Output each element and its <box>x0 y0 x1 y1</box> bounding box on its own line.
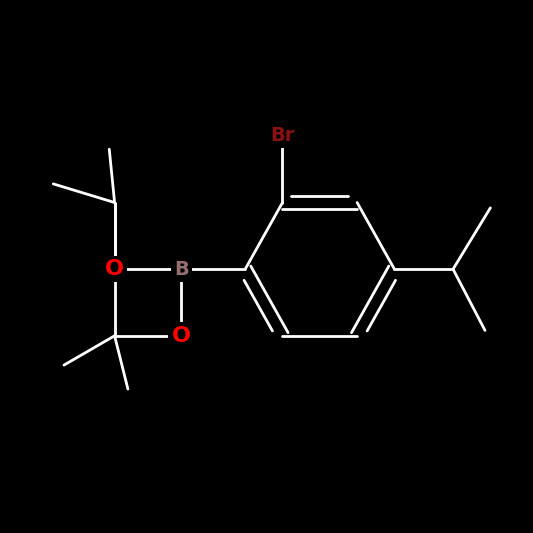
Text: B: B <box>174 260 189 279</box>
Text: O: O <box>105 259 124 279</box>
Text: Br: Br <box>270 126 295 146</box>
Text: O: O <box>172 326 191 346</box>
